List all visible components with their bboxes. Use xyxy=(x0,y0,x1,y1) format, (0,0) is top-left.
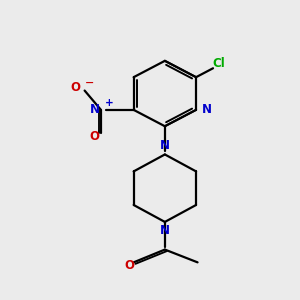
Text: O: O xyxy=(89,130,100,143)
Text: Cl: Cl xyxy=(212,57,225,70)
Text: O: O xyxy=(124,260,134,272)
Text: O: O xyxy=(70,81,80,94)
Text: −: − xyxy=(84,78,94,88)
Text: +: + xyxy=(105,98,114,108)
Text: N: N xyxy=(160,224,170,237)
Text: N: N xyxy=(89,103,100,116)
Text: N: N xyxy=(160,139,170,152)
Text: N: N xyxy=(201,103,212,116)
